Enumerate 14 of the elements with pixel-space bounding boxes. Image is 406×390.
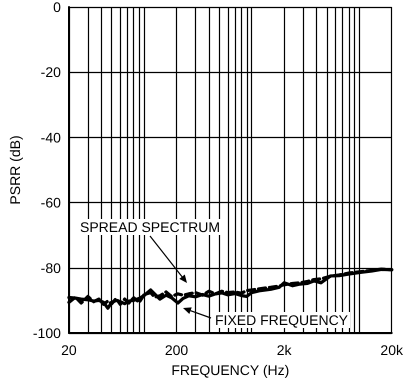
annotation: SPREAD SPECTRUM — [80, 219, 220, 235]
y-tick-label: -100 — [32, 325, 62, 341]
x-tick-label: 2k — [276, 342, 293, 358]
y-axis-title: PSRR (dB) — [7, 135, 23, 205]
y-tick-label: 0 — [53, 0, 62, 15]
y-tick-label: -80 — [40, 260, 62, 276]
y-tick-label: -60 — [40, 194, 62, 211]
annotation: FIXED FREQUENCY — [215, 312, 349, 328]
x-tick-label: 20 — [61, 342, 77, 358]
x-axis-title: FREQUENCY (Hz) — [171, 362, 290, 378]
y-tick-label: -20 — [40, 64, 62, 80]
x-tick-label: 20k — [380, 342, 404, 358]
y-tick-label: -40 — [40, 129, 62, 146]
x-tick-label: 200 — [164, 342, 188, 358]
